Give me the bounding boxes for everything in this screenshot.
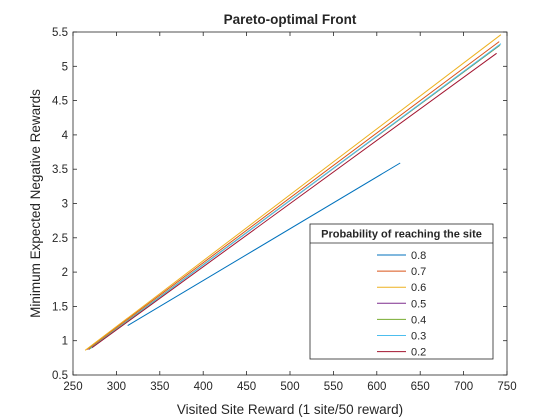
y-tick-label: 3 [62, 199, 68, 211]
legend-entries: 0.8 0.7 0.6 0.5 0.4 0.3 0.2 [377, 250, 426, 359]
x-tick-label: 600 [367, 381, 386, 393]
x-tick-label: 700 [454, 381, 473, 393]
legend-entry-label: 0.2 [411, 347, 426, 359]
axis-ticks: 250 300 350 400 450 500 550 600 650 700 750 0.5 1 1.5… [52, 27, 517, 393]
legend-entry-label: 0.8 [411, 250, 426, 262]
x-tick-label: 250 [63, 381, 82, 393]
x-axis-label: Visited Site Reward (1 site/50 reward) [177, 402, 403, 417]
series-line-0-2 [91, 52, 497, 349]
y-tick-label: 0.5 [52, 370, 68, 382]
series-line-0-7 [86, 41, 500, 351]
series-line-0-3 [90, 43, 502, 349]
y-tick-label: 3.5 [52, 164, 68, 176]
legend-entry-label: 0.5 [411, 298, 426, 310]
x-tick-label: 350 [150, 381, 169, 393]
y-tick-label: 2.5 [52, 233, 68, 245]
x-tick-label: 450 [237, 381, 256, 393]
x-tick-label: 300 [107, 381, 126, 393]
x-tick-label: 400 [194, 381, 213, 393]
series-layer [84, 34, 502, 351]
y-tick-label: 5.5 [52, 27, 68, 39]
y-tick-label: 1 [62, 336, 68, 348]
series-line-0-6 [84, 34, 502, 351]
y-axis-label: Minimum Expected Negative Rewards [28, 89, 43, 318]
x-tick-label: 550 [324, 381, 343, 393]
chart-title: Pareto-optimal Front [224, 12, 357, 27]
x-tick-label: 500 [280, 381, 299, 393]
legend-title: Probability of reaching the site [321, 229, 482, 241]
series-line-0-8 [127, 162, 401, 327]
x-tick-label: 650 [411, 381, 430, 393]
legend-entry-label: 0.4 [411, 314, 426, 326]
y-tick-label: 1.5 [52, 301, 68, 313]
legend-entry-label: 0.6 [411, 282, 426, 294]
legend-entry-label: 0.7 [411, 266, 426, 278]
legend: Probability of reaching the site 0.80.70… [309, 223, 494, 360]
legend-entry-label: 0.3 [411, 331, 426, 343]
y-tick-label: 4 [62, 130, 69, 142]
y-tick-label: 2 [62, 267, 68, 279]
x-tick-label: 750 [497, 381, 516, 393]
y-tick-label: 4.5 [52, 96, 68, 108]
y-tick-label: 5 [62, 61, 68, 73]
legend-box [309, 223, 494, 360]
